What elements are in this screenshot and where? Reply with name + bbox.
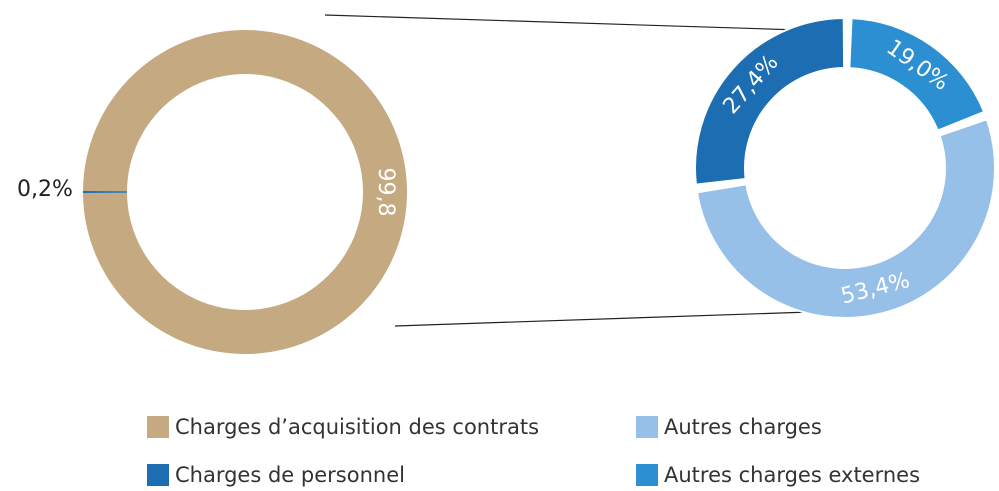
legend-swatch [147,416,169,438]
data-label: 0,2% [17,177,73,202]
donut-segment [694,16,846,186]
connector [394,311,811,327]
legend-label: Autres charges [664,415,822,439]
legend-label: Autres charges externes [664,463,920,487]
legend-swatch [147,464,169,486]
donut-segment [695,117,996,319]
data-label: 99,8 [373,168,398,217]
legend-swatch [636,464,658,486]
legend-swatch [636,416,658,438]
donut-segment [83,30,408,355]
legend-label: Charges d’acquisition des contrats [175,415,539,439]
donut-segment [848,17,986,132]
donut-segment [83,190,128,194]
connector [324,14,801,31]
legend-label: Charges de personnel [175,463,405,487]
